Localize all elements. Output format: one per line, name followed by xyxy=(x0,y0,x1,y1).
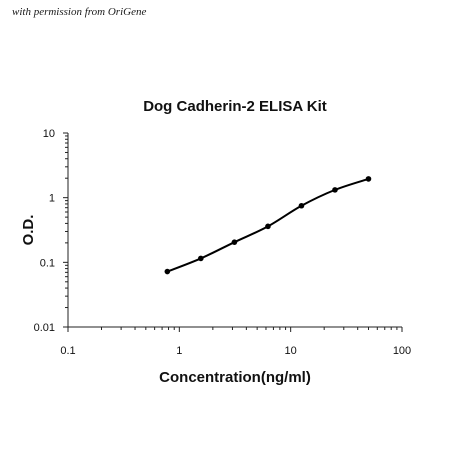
data-point xyxy=(198,255,204,262)
x-tick-label: 0.1 xyxy=(60,345,75,357)
data-point xyxy=(265,223,271,230)
axes: 0.1 1 10 100 0.01 0.1 1 10 xyxy=(34,128,412,357)
y-tick-label: 0.1 xyxy=(40,257,55,269)
data-point xyxy=(164,268,171,275)
credit-text: with permission from OriGene xyxy=(12,6,147,18)
data-point xyxy=(298,202,305,209)
data-point xyxy=(332,187,338,193)
data-point xyxy=(231,239,238,245)
y-tick-label: 1 xyxy=(49,193,55,205)
x-tick-label: 1 xyxy=(176,345,182,357)
y-axis-title: O.D. xyxy=(20,215,37,246)
x-tick-label: 10 xyxy=(285,345,297,357)
x-tick-label: 100 xyxy=(393,345,411,357)
data-point xyxy=(365,176,372,182)
chart-title: Dog Cadherin-2 ELISA Kit xyxy=(143,98,327,115)
y-tick-label: 10 xyxy=(43,128,55,140)
series-layer xyxy=(164,176,372,275)
y-tick-label: 0.01 xyxy=(34,322,55,334)
x-axis-title: Concentration(ng/ml) xyxy=(159,369,311,386)
